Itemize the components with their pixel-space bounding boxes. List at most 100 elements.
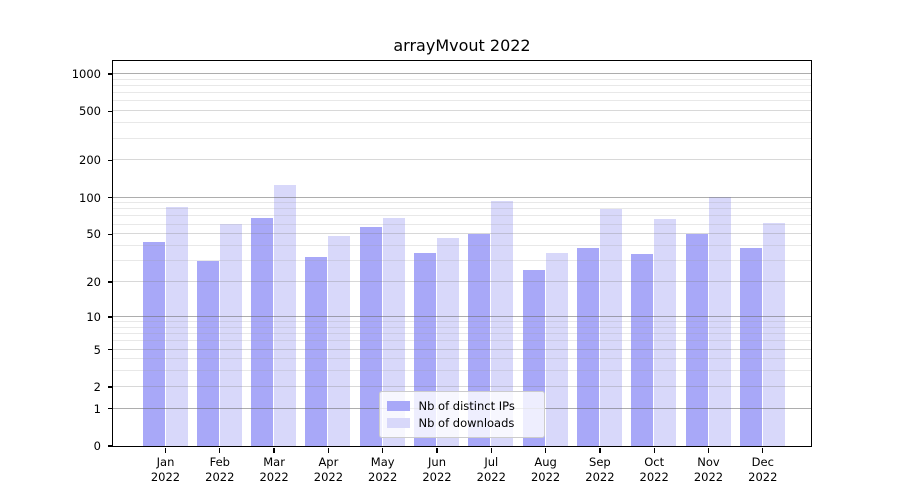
x-tick-label-nov: Nov 2022 [681,455,737,485]
x-tick-mark-feb [219,447,221,453]
x-tick-year: 2022 [150,469,181,484]
x-tick-label-feb: Feb 2022 [192,455,248,485]
x-tick-month: Jun [428,454,446,469]
y-tick-label-1: 1 [93,401,101,416]
x-tick-mark-sep [599,447,601,453]
y-tick-mark-50 [108,233,113,235]
x-tick-mark-mar [273,447,275,453]
x-tick-month: Dec [751,454,774,469]
bar-may-distinct-ips [359,226,382,446]
bar-jan-downloads [165,206,188,446]
y-tick-mark-10 [108,316,113,318]
x-tick-mark-jul [490,447,492,453]
x-tick-label-aug: Aug 2022 [518,455,574,485]
y-tick-label-200: 200 [79,153,101,168]
x-tick-month: Sep [589,454,611,469]
x-tick-mark-oct [653,447,655,453]
bar-apr-distinct-ips [305,257,328,446]
x-tick-mark-aug [544,447,547,453]
chart-title: arrayMvout 2022 [393,36,531,55]
bar-nov-distinct-ips [685,233,708,446]
x-tick-month: Jan [156,454,175,469]
x-tick-month: Feb [209,454,230,469]
x-tick-label-apr: Apr 2022 [300,455,356,485]
bar-may-downloads [382,218,405,446]
x-tick-month: Nov [697,454,720,469]
bar-nov-downloads [708,197,731,446]
y-tick-label-100: 100 [79,190,101,205]
x-tick-label-may: May 2022 [355,455,411,485]
bar-dec-distinct-ips [739,248,762,446]
bar-aug-downloads [545,252,568,446]
legend: Nb of distinct IPs Nb of downloads [378,390,545,438]
y-tick-mark-2 [108,386,113,388]
bar-apr-downloads [328,235,351,446]
x-axis: Jan 2022 Feb 2022 Mar 2022 Apr 2022 May 2022 Jun 20… [113,447,811,496]
bar-sep-distinct-ips [576,248,599,446]
y-tick-label-2: 2 [93,379,101,394]
x-tick-month: Oct [644,454,665,469]
legend-label: Nb of downloads [418,415,515,430]
x-tick-mark-dec [762,447,764,453]
x-tick-year: 2022 [693,469,724,484]
x-tick-mark-jun [436,447,438,453]
y-tick-label-5: 5 [93,342,101,357]
bar-dec-downloads [762,223,785,446]
bar-mar-distinct-ips [251,217,274,446]
bar-jan-distinct-ips [142,241,165,446]
x-tick-label-dec: Dec 2022 [735,455,791,485]
y-tick-label-50: 50 [86,227,101,242]
y-tick-label-1000: 1000 [71,67,101,81]
bar-feb-downloads [219,224,242,446]
x-tick-year: 2022 [205,469,235,484]
legend-label: Nb of distinct IPs [418,398,515,413]
y-tick-mark-1 [108,407,113,410]
x-tick-label-mar: Mar 2022 [246,455,302,485]
x-tick-year: 2022 [313,469,344,484]
bar-sep-downloads [599,208,622,446]
bars-layer [113,61,811,446]
y-tick-mark-5 [108,348,113,351]
y-tick-mark-0 [108,445,113,447]
y-tick-mark-1000 [108,73,113,75]
x-tick-mark-may [382,447,384,453]
x-tick-label-sep: Sep 2022 [572,455,628,485]
plot-area: Nb of distinct IPs Nb of downloads [111,59,812,447]
legend-item-distinct-ips: Nb of distinct IPs [386,398,535,414]
y-tick-mark-500 [108,110,113,112]
y-axis: 1000 500 200 100 50 20 10 5 2 1 0 [0,61,113,453]
y-tick-label-500: 500 [79,104,101,119]
y-tick-mark-20 [108,281,113,283]
x-tick-year: 2022 [585,469,615,484]
bar-mar-downloads [274,185,297,446]
x-tick-month: Aug [534,454,557,469]
bar-oct-downloads [654,219,677,446]
y-tick-mark-100 [108,196,113,199]
legend-swatch-icon [386,417,410,428]
y-tick-label-20: 20 [86,275,101,290]
x-tick-label-jan: Jan 2022 [138,455,194,485]
x-tick-year: 2022 [368,469,398,484]
y-tick-label-10: 10 [86,309,101,324]
x-tick-month: Jul [484,454,499,469]
x-tick-mark-nov [707,447,710,453]
x-tick-year: 2022 [639,469,669,484]
bar-oct-distinct-ips [631,254,654,446]
x-tick-label-jul: Jul 2022 [463,455,519,485]
x-tick-month: Mar [263,454,285,469]
bar-feb-distinct-ips [196,260,219,446]
legend-item-downloads: Nb of downloads [386,415,535,431]
bar-jul-downloads [491,201,514,446]
x-tick-label-oct: Oct 2022 [626,455,682,485]
x-tick-label-jun: Jun 2022 [409,455,465,485]
x-tick-year: 2022 [748,469,778,484]
y-tick-label-0: 0 [93,439,101,453]
x-tick-year: 2022 [530,469,561,484]
x-tick-year: 2022 [259,469,289,484]
x-tick-year: 2022 [476,469,506,484]
legend-swatch-icon [386,400,410,411]
x-tick-year: 2022 [422,469,452,484]
x-tick-mark-jan [164,447,167,453]
y-tick-mark-200 [108,159,113,162]
